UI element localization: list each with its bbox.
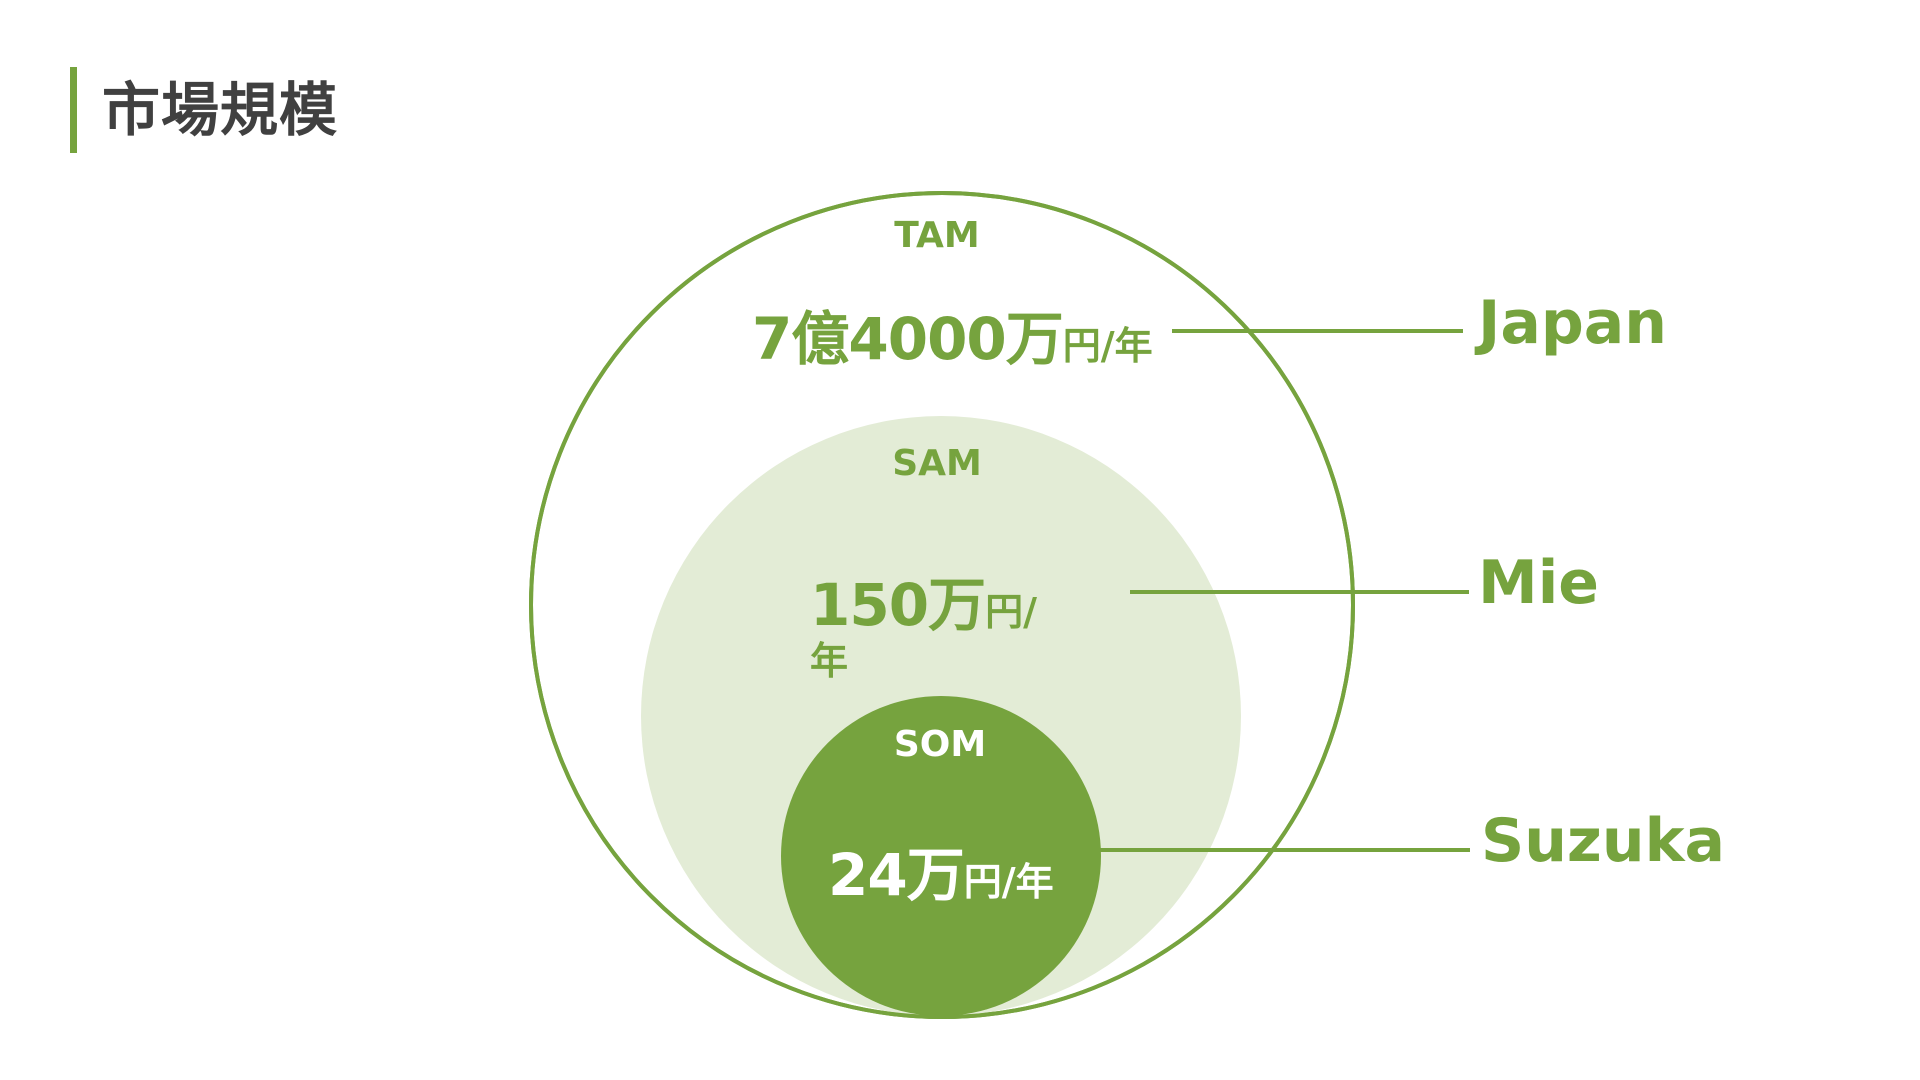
tam-value: 7億4000万円/年 bbox=[752, 292, 1153, 376]
region-label-japan: Japan bbox=[1478, 288, 1667, 358]
sam-value-main: 150万 bbox=[810, 571, 986, 639]
som-value: 24万円/年 bbox=[828, 828, 1054, 912]
region-label-mie: Mie bbox=[1478, 548, 1599, 618]
page-title: 市場規模 bbox=[102, 76, 339, 144]
sam-value: 150万円/ bbox=[810, 558, 1037, 642]
som-label: SOM bbox=[893, 724, 987, 765]
tam-label: TAM bbox=[894, 215, 980, 256]
region-label-suzuka: Suzuka bbox=[1481, 806, 1725, 876]
tam-value-main: 7億4000万 bbox=[752, 305, 1064, 373]
tam-value-unit: 円/年 bbox=[1062, 324, 1153, 368]
sam-value-unit-line2: 年 bbox=[810, 639, 849, 683]
title-accent-bar bbox=[70, 67, 77, 153]
som-value-main: 24万 bbox=[828, 841, 965, 909]
sam-value-wrap: 年 bbox=[810, 620, 848, 688]
som-circle bbox=[781, 696, 1101, 1016]
sam-label: SAM bbox=[892, 443, 982, 484]
tam-circle-outline bbox=[529, 191, 1355, 1019]
som-value-unit: 円/年 bbox=[963, 860, 1054, 904]
sam-value-unit-line1: 円/ bbox=[985, 590, 1037, 634]
